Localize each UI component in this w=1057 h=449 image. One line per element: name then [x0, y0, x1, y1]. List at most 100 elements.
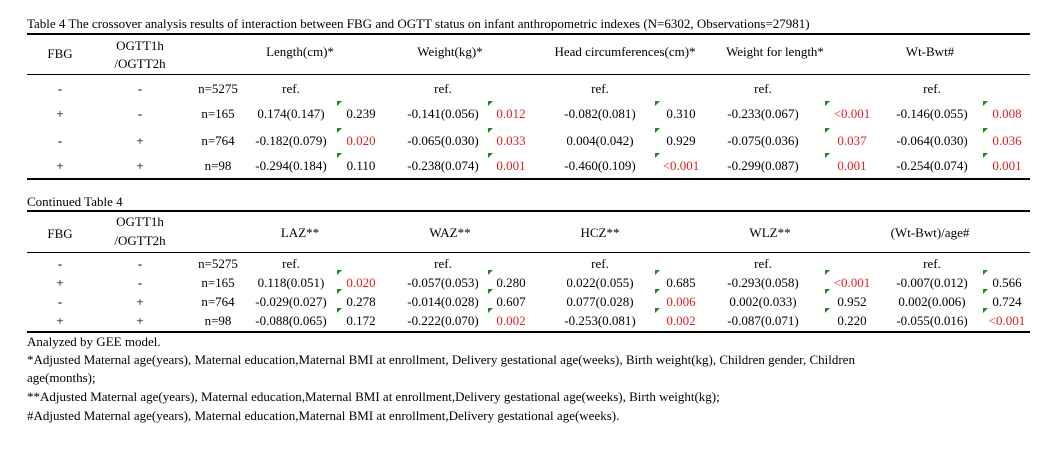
note-adjust-single-star: *Adjusted Maternal age(years), Maternal …: [27, 352, 855, 367]
table2-row-2-p1: 0.278: [346, 294, 376, 309]
table2-row-3-p1-error-flag-icon: [337, 308, 342, 313]
table2-row-0-c1: ref.: [282, 256, 300, 271]
table2-row-3-n: n=98: [204, 313, 232, 328]
table2-header-ogtt-line2: /OGTT2h: [114, 233, 166, 248]
table2-row-2-p3: 0.006: [666, 294, 696, 309]
table1-row-1-c4: -0.233(0.067): [727, 106, 799, 121]
table1-row-2-p2-error-flag-icon: [488, 128, 493, 133]
note-model: Analyzed by GEE model.: [27, 334, 161, 349]
table1-row-3-p4-error-flag-icon: [825, 153, 830, 158]
table2-row-2-p5-error-flag-icon: [983, 289, 988, 294]
table1-row-3-fbg: +: [56, 158, 64, 173]
table2-row-3-c5: -0.055(0.016): [896, 313, 968, 328]
table2-header-laz: LAZ**: [280, 225, 320, 240]
table2-row-0-n: n=5275: [198, 256, 238, 271]
table1-row-1-p2-error-flag-icon: [488, 101, 493, 106]
table2-row-1-p5: 0.566: [992, 275, 1022, 290]
table2-row-2-p4-error-flag-icon: [825, 289, 830, 294]
table2-row-1-p1: 0.020: [346, 275, 376, 290]
table1-row-1-ogtt: -: [137, 106, 143, 121]
table2-row-1-p2-error-flag-icon: [488, 270, 493, 275]
table2-row-3-p3-error-flag-icon: [655, 308, 660, 313]
table1-row-0-fbg: -: [57, 81, 63, 96]
table2-row-2-p3-error-flag-icon: [655, 289, 660, 294]
table1-row-3-p2-error-flag-icon: [488, 153, 493, 158]
table2-row-1-c1: 0.118(0.051): [257, 275, 325, 290]
table1-header-weight-for-length: Weight for length*: [726, 44, 824, 59]
table1-row-3-p5-error-flag-icon: [983, 153, 988, 158]
note-adjust-single-star-cont: age(months);: [27, 370, 96, 385]
table1-row-3-c1: -0.294(0.184): [255, 158, 327, 173]
table1-row-2-p4-error-flag-icon: [825, 128, 830, 133]
table2-row-3-p4-error-flag-icon: [825, 308, 830, 313]
table1-row-3-p3: <0.001: [662, 158, 700, 173]
table2-row-1-c3: 0.022(0.055): [566, 275, 634, 290]
table1-row-2-p3-error-flag-icon: [655, 128, 660, 133]
table2-row-3-c3: -0.253(0.081): [564, 313, 636, 328]
table2-row-2-ogtt: +: [136, 294, 144, 309]
table2-bottom-rule: [27, 331, 1030, 333]
table2-row-2-p4: 0.952: [837, 294, 867, 309]
table2-row-3-p5: <0.001: [988, 313, 1026, 328]
table1-header-fbg: FBG: [47, 46, 73, 61]
table1-row-1-c1: 0.174(0.147): [257, 106, 325, 121]
note-adjust-hash: #Adjusted Maternal age(years), Maternal …: [27, 408, 620, 423]
table1-header-wt-bwt: Wt-Bwt#: [905, 44, 955, 59]
table1-row-2-p1: 0.020: [346, 133, 376, 148]
table2-row-1-p2: 0.280: [496, 275, 526, 290]
table1-row-2-ogtt: +: [136, 133, 144, 148]
table1-header-rule: [27, 74, 1030, 75]
table2-row-0-c5: ref.: [923, 256, 941, 271]
table2-row-0-c4: ref.: [754, 256, 772, 271]
table1-header-head-circumference: Head circumferences(cm)*: [554, 44, 696, 59]
table1-row-2-p5: 0.036: [992, 133, 1022, 148]
table2-row-2-c4: 0.002(0.033): [729, 294, 797, 309]
table1-row-3-n: n=98: [204, 158, 232, 173]
table2-row-2-c2: -0.014(0.028): [407, 294, 479, 309]
table1-row-1-c2: -0.141(0.056): [407, 106, 479, 121]
table1-bottom-rule: [27, 178, 1030, 180]
table2-row-3-p1: 0.172: [346, 313, 376, 328]
table1-row-1-c5: -0.146(0.055): [896, 106, 968, 121]
table2-header-rule: [27, 252, 1030, 253]
table1-row-1-n: n=165: [201, 106, 235, 121]
table2-title: Continued Table 4: [27, 194, 123, 209]
table2-row-2-p2: 0.607: [496, 294, 526, 309]
table2-row-3-c4: -0.087(0.071): [727, 313, 799, 328]
table1-row-2-p4: 0.037: [837, 133, 867, 148]
table2-row-3-c2: -0.222(0.070): [407, 313, 479, 328]
table2-row-1-p4-error-flag-icon: [825, 270, 830, 275]
table1-row-0-c5: ref.: [923, 81, 941, 96]
table2-row-2-c3: 0.077(0.028): [566, 294, 634, 309]
table1-row-3-p1: 0.110: [346, 158, 376, 173]
table2-row-3-fbg: +: [56, 313, 64, 328]
table2-row-1-c5: -0.007(0.012): [896, 275, 968, 290]
table1-row-2-p2: 0.033: [496, 133, 526, 148]
table1-row-3-c2: -0.238(0.074): [407, 158, 479, 173]
table2-header-wlz: WLZ**: [749, 225, 791, 240]
table2-row-1-n: n=165: [201, 275, 235, 290]
table1-row-1-p2: 0.012: [496, 106, 526, 121]
table2-row-1-fbg: +: [56, 275, 64, 290]
table1-row-2-p1-error-flag-icon: [337, 128, 342, 133]
table1-row-2-p5-error-flag-icon: [983, 128, 988, 133]
table1-row-1-p5-error-flag-icon: [983, 101, 988, 106]
table1-row-1-c3: -0.082(0.081): [564, 106, 636, 121]
table1-row-0-c1: ref.: [282, 81, 300, 96]
table1-row-0-n: n=5275: [198, 81, 238, 96]
table1-row-2-c1: -0.182(0.079): [255, 133, 327, 148]
table1-header-weight: Weight(kg)*: [417, 44, 483, 59]
table2-row-3-p4: 0.220: [837, 313, 867, 328]
table1-row-0-c2: ref.: [434, 81, 452, 96]
table1-row-3-c5: -0.254(0.074): [896, 158, 968, 173]
table2-row-3-c1: -0.088(0.065): [255, 313, 327, 328]
note-adjust-double-star: **Adjusted Maternal age(years), Maternal…: [27, 389, 720, 404]
table2-header-ogtt-line1: OGTT1h: [116, 214, 164, 229]
table2-row-1-ogtt: -: [137, 275, 143, 290]
table2-row-3-p5-error-flag-icon: [983, 308, 988, 313]
table1-title: Table 4 The crossover analysis results o…: [27, 16, 810, 31]
table2-row-2-n: n=764: [201, 294, 235, 309]
table2-header-fbg: FBG: [47, 226, 73, 241]
table2-row-2-c1: -0.029(0.027): [255, 294, 327, 309]
table1-row-3-p3-error-flag-icon: [655, 153, 660, 158]
